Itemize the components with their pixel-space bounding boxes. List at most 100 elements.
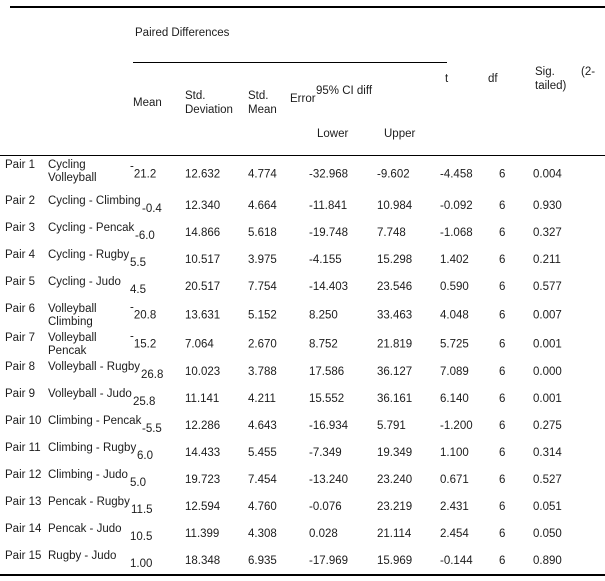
std-deviation-value: 12.340 [185, 200, 221, 212]
pair-number: Pair 5 [5, 276, 36, 288]
t-value: 2.431 [440, 501, 469, 513]
sig-value: 0.527 [533, 474, 562, 486]
mean-value: 5.0 [130, 477, 146, 489]
std-deviation-value: 18.348 [185, 555, 221, 567]
mean-cell: 11.5 [131, 504, 153, 517]
table-top-rule [10, 6, 605, 8]
mean-value: 4.5 [130, 284, 146, 296]
column-header-df: df [488, 73, 498, 85]
df-value: 6 [499, 168, 506, 181]
pair-label: Climbing - Pencak [48, 415, 141, 428]
pair-label: Climbing - Judo [48, 469, 128, 482]
group-header-underline [133, 62, 447, 63]
pair-label: Cycling - Climbing [48, 195, 141, 208]
wrapped-hyphen: - [130, 160, 134, 173]
pair-label-line1: Rugby - Judo [48, 550, 117, 562]
pair-label-line1: Pencak - Judo [48, 523, 122, 535]
df-value: 6 [499, 501, 506, 513]
pair-number: Pair 8 [5, 361, 36, 373]
ci-lower-value: -17.969 [309, 555, 349, 567]
table-row: Pair 2 Cycling - Climbing -0.4 12.340 4.… [0, 193, 605, 220]
pair-label: Volleyball Climbing [48, 303, 97, 329]
pair-label: Cycling - Judo [48, 276, 121, 289]
ci-upper-value: 23.219 [377, 501, 413, 513]
wrapped-hyphen: - [130, 330, 134, 342]
table-row: Pair 7 Volleyball Pencak -15.2 7.064 2.67… [0, 330, 605, 359]
t-value: 0.590 [440, 281, 469, 293]
ci-upper-value: 33.463 [377, 309, 413, 321]
df-value: 6 [499, 281, 506, 293]
pair-number: Pair 10 [5, 415, 42, 427]
mean-cell: 4.5 [130, 284, 146, 297]
ci-lower-value: -11.841 [309, 200, 348, 212]
ci-lower-value: -32.968 [309, 168, 349, 181]
pair-label: Volleyball - Rugby [48, 361, 140, 374]
pair-label-line1: Pencak - Rugby [48, 496, 130, 508]
t-value: 1.100 [440, 447, 469, 459]
ci-lower-value: 0.028 [309, 528, 338, 540]
column-header-sig-paren: (2- [581, 66, 596, 78]
pair-label-line1: Cycling [48, 159, 86, 171]
df-value: 6 [499, 447, 506, 459]
ci-upper-value: 36.161 [377, 393, 413, 405]
t-value: 2.454 [440, 528, 469, 540]
ci-lower-value: 8.752 [309, 338, 338, 350]
pair-label-line1: Climbing - Judo [48, 469, 128, 481]
std-deviation-value: 11.141 [185, 393, 220, 405]
mean-value: 10.5 [130, 531, 153, 543]
column-header-t: t [445, 73, 449, 85]
pair-number: Pair 15 [5, 550, 42, 562]
t-value: -1.200 [440, 420, 473, 432]
std-deviation-value: 7.064 [185, 338, 214, 350]
mean-cell: 5.5 [130, 257, 146, 270]
sig-value: 0.051 [533, 501, 562, 513]
column-header-std-deviation-line1: Std. [185, 90, 206, 102]
ci-upper-value: -9.602 [377, 168, 410, 181]
table-row: Pair 1 Cycling Volleyball -21.2 12.632 4.… [0, 157, 605, 193]
mean-cell: 5.0 [130, 477, 146, 490]
pair-label: Pencak - Rugby [48, 496, 130, 509]
df-value: 6 [499, 528, 506, 540]
table-row: Pair 14 Pencak - Judo 10.5 11.399 4.308 … [0, 521, 605, 548]
pair-label-line2: Volleyball [48, 172, 97, 184]
pair-label: Pencak - Judo [48, 523, 122, 536]
pair-number: Pair 6 [5, 303, 36, 315]
ci-upper-value: 19.349 [377, 447, 413, 459]
std-error-mean-value: 5.618 [248, 227, 277, 239]
mean-cell: -5.5 [142, 423, 162, 436]
mean-cell: 1.00 [130, 558, 152, 571]
mean-value: 6.0 [137, 450, 153, 462]
pair-number: Pair 14 [5, 523, 42, 535]
std-error-mean-value: 3.975 [248, 254, 277, 266]
ci-lower-value: -19.748 [309, 227, 349, 239]
pair-label-line1: Volleyball - Judo [48, 388, 132, 400]
group-header-paired-differences: Paired Differences [135, 27, 230, 39]
ci-lower-value: -13.240 [309, 474, 349, 486]
pair-label-line1: Cycling - Judo [48, 276, 121, 288]
ci-lower-value: -4.155 [309, 254, 342, 266]
pair-label-line1: Cycling - Rugby [48, 249, 130, 261]
pair-number: Pair 2 [5, 195, 36, 207]
std-deviation-value: 10.517 [185, 254, 221, 266]
df-value: 6 [499, 227, 506, 239]
df-value: 6 [499, 366, 506, 378]
t-value: -4.458 [440, 168, 473, 181]
table-body: Pair 1 Cycling Volleyball -21.2 12.632 4.… [0, 157, 605, 575]
ci-lower-value: -0.076 [309, 501, 342, 513]
pair-label: Cycling Volleyball [48, 159, 97, 185]
std-deviation-value: 14.866 [185, 227, 221, 239]
pair-label-line1: Volleyball - Rugby [48, 361, 141, 373]
sig-value: 0.007 [533, 309, 562, 321]
ci-upper-value: 21.819 [377, 338, 413, 350]
table-row: Pair 13 Pencak - Rugby 11.5 12.594 4.760… [0, 494, 605, 521]
df-value: 6 [499, 200, 506, 212]
ci-upper-value: 23.546 [377, 281, 413, 293]
std-error-mean-value: 3.788 [248, 366, 277, 378]
table-row: Pair 6 Volleyball Climbing -20.8 13.631 5… [0, 301, 605, 330]
column-header-upper: Upper [384, 128, 416, 140]
mean-cell: 10.5 [130, 531, 152, 544]
mean-value: 15.2 [133, 338, 157, 350]
sig-value: 0.314 [533, 447, 562, 459]
mean-cell: 26.8 [141, 369, 163, 382]
column-header-lower: Lower [317, 128, 349, 140]
